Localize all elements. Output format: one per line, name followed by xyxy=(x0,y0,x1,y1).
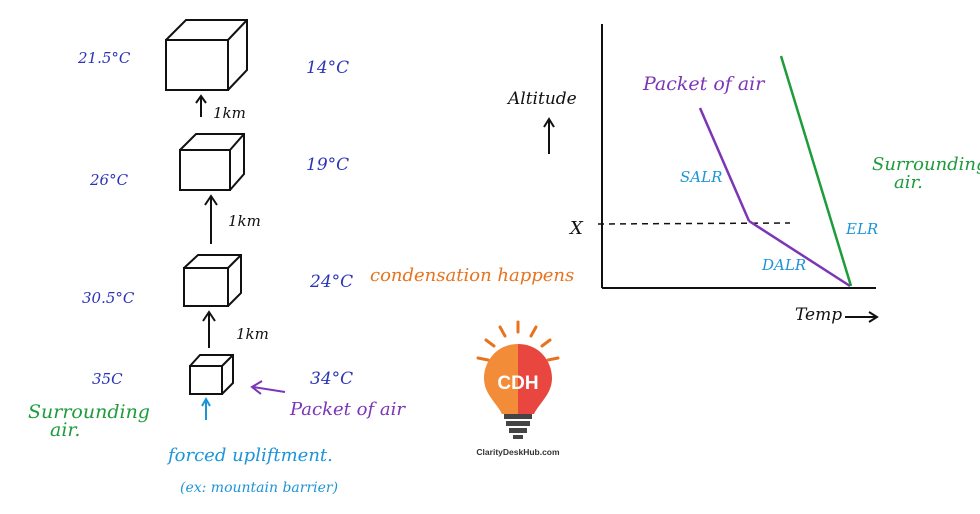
packet-temp-level-1: 14°C xyxy=(306,58,349,78)
surrounding-air-label-text-line2: air. xyxy=(50,419,80,441)
step-label-1km-low: 1km xyxy=(236,325,269,343)
packet-temp-level-4: 34°C xyxy=(310,369,353,389)
claritydeskhub-logo: CDH ClarityDeskHub.com xyxy=(476,320,560,457)
parcel-cube-2 xyxy=(179,133,245,191)
packet-pointer-arrow xyxy=(250,380,286,395)
x-axis-label: Temp xyxy=(795,305,842,325)
rise-arrow-3 xyxy=(202,310,216,348)
step-label-1km-mid: 1km xyxy=(228,212,261,230)
rise-arrow-1 xyxy=(195,94,207,117)
x-marker-label: X xyxy=(568,218,584,239)
lightbulb-icon xyxy=(484,344,552,439)
logo-initials: CDH xyxy=(497,373,538,394)
salr-line xyxy=(698,107,751,222)
graph-packet-label: Packet of air xyxy=(642,73,766,95)
x-axis-arrow xyxy=(845,311,879,323)
graph-surrounding-label-text: Surrounding xyxy=(872,154,980,175)
step-label-1km-top: 1km xyxy=(213,104,246,122)
uplift-label: forced upliftment. xyxy=(166,445,333,466)
parcel-cube-1 xyxy=(165,19,248,91)
graph-surrounding-label-text-line2: air. xyxy=(894,172,923,193)
condensation-note: condensation happens xyxy=(370,265,574,286)
surrounding-air-label: Surrounding air. xyxy=(28,401,156,441)
parcel-cube-3 xyxy=(183,254,242,307)
surrounding-temp-level-2: 26°C xyxy=(89,171,129,189)
packet-of-air-label: Packet of air xyxy=(289,399,406,420)
dalr-line xyxy=(748,219,851,288)
packet-temp-level-2: 19°C xyxy=(306,155,349,175)
parcel-cube-4 xyxy=(189,354,234,395)
graph-axes xyxy=(601,24,876,289)
uplift-example: (ex: mountain barrier) xyxy=(180,480,338,496)
uplift-arrow xyxy=(201,396,211,420)
surrounding-temp-level-4: 35C xyxy=(92,370,123,388)
surrounding-temp-level-1: 21.5°C xyxy=(77,49,131,67)
dalr-label: DALR xyxy=(761,256,806,274)
graph-surrounding-label: Surrounding air. xyxy=(872,154,980,193)
logo-site: ClarityDeskHub.com xyxy=(476,447,560,457)
surrounding-temp-level-3: 30.5°C xyxy=(82,289,135,307)
y-axis-arrow xyxy=(543,117,555,154)
condensation-level-dashed-line xyxy=(597,222,791,225)
packet-temp-level-3: 24°C xyxy=(309,272,353,292)
rise-arrow-2 xyxy=(204,194,218,244)
light-rays-icon xyxy=(476,320,560,362)
y-axis-label: Altitude xyxy=(506,89,577,109)
elr-line xyxy=(779,55,853,287)
elr-label: ELR xyxy=(845,220,878,238)
salr-label: SALR xyxy=(680,168,722,186)
surrounding-air-label-text: Surrounding xyxy=(28,401,150,423)
